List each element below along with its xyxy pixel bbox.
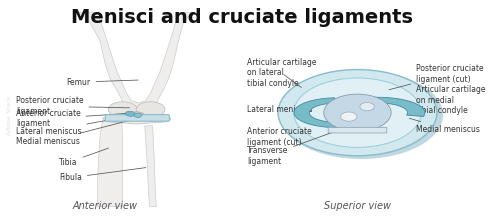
Ellipse shape [129,112,144,118]
Text: Anterior cruciate
ligament (cut): Anterior cruciate ligament (cut) [247,120,331,147]
Polygon shape [98,121,122,206]
Text: Lateral meniscus: Lateral meniscus [247,105,315,114]
Text: Superior view: Superior view [324,201,391,211]
Ellipse shape [294,78,421,147]
Polygon shape [78,12,192,113]
Ellipse shape [340,112,357,121]
Text: Anterior view: Anterior view [72,201,138,211]
Ellipse shape [108,102,137,117]
Text: Fibula: Fibula [59,168,146,182]
Text: Articular cartilage
on medial
tibial condyle: Articular cartilage on medial tibial con… [410,85,486,115]
Polygon shape [330,97,425,124]
Ellipse shape [278,70,437,156]
Ellipse shape [134,113,142,118]
Text: Medial meniscus: Medial meniscus [16,120,130,146]
Text: Anterior cruciate
ligament: Anterior cruciate ligament [16,109,134,128]
Text: Femur: Femur [66,78,138,87]
Text: Tibia: Tibia [59,148,108,167]
Ellipse shape [136,102,165,117]
Ellipse shape [360,102,374,111]
Polygon shape [102,116,171,124]
Polygon shape [145,126,156,206]
Text: Lateral meniscus: Lateral meniscus [16,118,119,136]
FancyBboxPatch shape [106,115,170,121]
Text: Articular cartilage
on lateral
tibial condyle: Articular cartilage on lateral tibial co… [247,58,316,88]
Text: Medial meniscus: Medial meniscus [409,118,480,134]
Polygon shape [294,98,380,128]
Text: Posterior cruciate
ligament (cut): Posterior cruciate ligament (cut) [389,64,484,90]
Text: Adobe Stock: Adobe Stock [7,95,12,135]
Ellipse shape [126,111,136,116]
Text: Menisci and cruciate ligaments: Menisci and cruciate ligaments [71,8,413,27]
Text: Transverse
ligament: Transverse ligament [247,131,334,166]
Text: Posterior cruciate
ligament: Posterior cruciate ligament [16,96,130,116]
Ellipse shape [324,94,391,131]
Ellipse shape [280,71,443,159]
FancyBboxPatch shape [328,127,387,133]
